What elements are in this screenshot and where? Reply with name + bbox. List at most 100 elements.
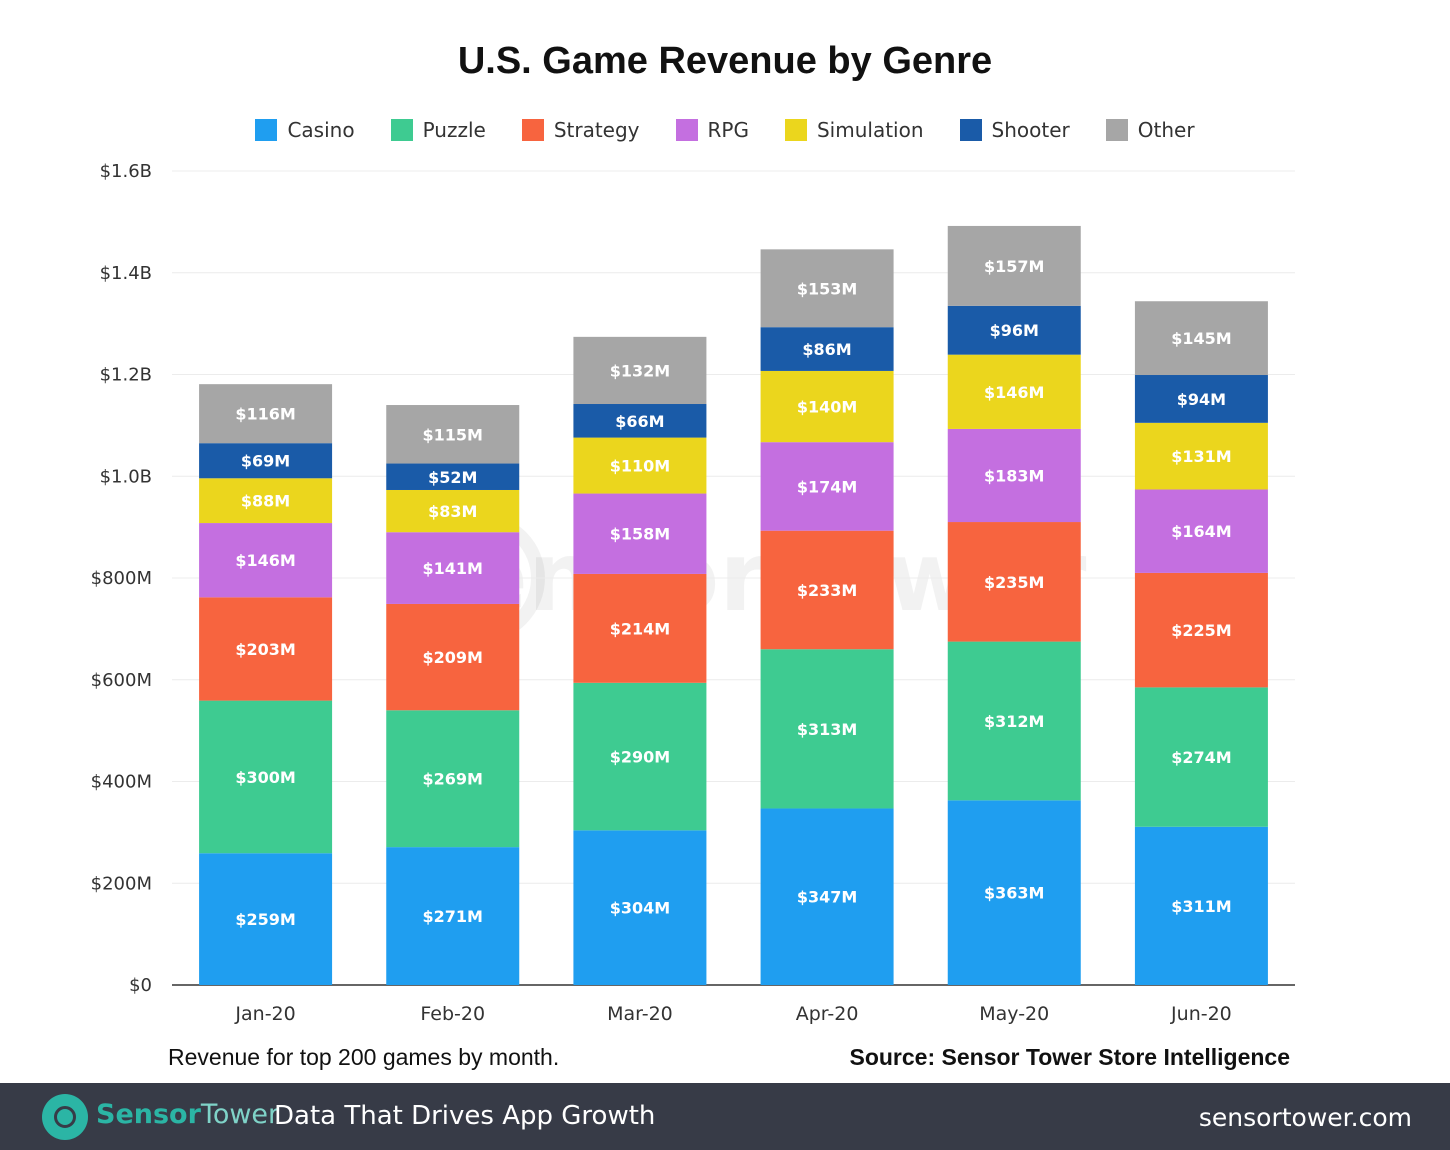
bar-segment-puzzle — [947, 641, 1081, 801]
bar-segment-casino — [1134, 826, 1268, 985]
bar-segment-casino — [573, 830, 707, 985]
data-label: $158M — [610, 525, 670, 544]
legend-swatch — [521, 119, 544, 141]
footer-website-link[interactable]: sensortower.com — [1198, 1103, 1412, 1132]
data-label: $290M — [610, 748, 670, 767]
bar-segment-shooter — [947, 305, 1081, 355]
bar-segment-other — [199, 384, 333, 444]
x-tick-label: Mar-20 — [607, 1003, 673, 1025]
data-label: $52M — [428, 468, 477, 487]
x-tick-label: Jan-20 — [234, 1003, 295, 1025]
data-label: $157M — [984, 257, 1044, 276]
bar-segment-simulation — [760, 370, 894, 443]
legend-item-casino[interactable]: Casino — [255, 118, 355, 142]
legend-label: Shooter — [991, 118, 1070, 142]
data-label: $94M — [1177, 390, 1226, 409]
bar-segment-shooter — [199, 443, 333, 479]
bar-segment-rpg — [1134, 489, 1268, 573]
bar-segment-simulation — [199, 478, 333, 524]
data-label: $146M — [984, 383, 1044, 402]
bar-segment-shooter — [1134, 375, 1268, 423]
data-label: $304M — [610, 899, 670, 918]
legend-label: RPG — [707, 118, 749, 142]
y-tick-label: $1.6B — [100, 161, 152, 182]
legend-swatch — [959, 119, 982, 141]
data-label: $69M — [241, 452, 290, 471]
data-label: $209M — [423, 648, 483, 667]
legend-item-simulation[interactable]: Simulation — [784, 118, 924, 142]
bar-segment-other — [1134, 301, 1268, 376]
bar-segment-shooter — [386, 463, 520, 490]
legend-swatch — [1105, 119, 1128, 141]
legend-item-strategy[interactable]: Strategy — [521, 118, 640, 142]
legend-label: Puzzle — [422, 118, 486, 142]
data-label: $300M — [235, 768, 295, 787]
bar-segment-puzzle — [1134, 687, 1268, 827]
data-label: $347M — [797, 888, 857, 907]
data-label: $145M — [1171, 329, 1231, 348]
data-label: $83M — [428, 502, 477, 521]
legend-swatch — [675, 119, 698, 141]
sensor-tower-logo-icon — [42, 1094, 88, 1140]
data-label: $259M — [235, 910, 295, 929]
bar-segment-strategy — [760, 530, 894, 650]
y-tick-label: $1.4B — [100, 263, 152, 284]
data-label: $115M — [423, 425, 483, 444]
y-tick-label: $400M — [91, 772, 152, 793]
y-tick-label: $200M — [91, 873, 152, 894]
data-label: $225M — [1171, 621, 1231, 640]
data-label: $164M — [1171, 522, 1231, 541]
data-label: $233M — [797, 581, 857, 600]
data-label: $88M — [241, 492, 290, 511]
bar-segment-other — [760, 249, 894, 328]
data-label: $312M — [984, 712, 1044, 731]
legend: Casino Puzzle Strategy RPG Simulation Shooter… — [0, 118, 1450, 142]
legend-label: Strategy — [553, 118, 640, 142]
bar-segment-strategy — [573, 573, 707, 683]
legend-item-puzzle[interactable]: Puzzle — [390, 118, 486, 142]
legend-label: Other — [1137, 118, 1195, 142]
brand-part2: Tower — [200, 1099, 280, 1130]
x-tick-label: Feb-20 — [420, 1003, 485, 1025]
bar-segment-rpg — [386, 532, 520, 604]
legend-item-other[interactable]: Other — [1105, 118, 1195, 142]
chart-plot: SensorTower$0$200M$400M$600M$800M$1.0B$1… — [91, 161, 1295, 1025]
legend-label: Simulation — [816, 118, 924, 142]
y-tick-label: $800M — [91, 568, 152, 589]
bar-segment-strategy — [386, 603, 520, 711]
bar-segment-other — [573, 336, 707, 405]
bar-segment-shooter — [573, 404, 707, 438]
bar-segment-rpg — [573, 493, 707, 574]
y-tick-label: $600M — [91, 670, 152, 691]
bar-segment-puzzle — [199, 700, 333, 854]
data-label: $132M — [610, 361, 670, 380]
data-label: $110M — [610, 457, 670, 476]
legend-item-rpg[interactable]: RPG — [675, 118, 749, 142]
brand-part1: Sensor — [96, 1099, 201, 1130]
bar-segment-casino — [947, 800, 1081, 985]
data-label: $313M — [797, 720, 857, 739]
bar-segment-shooter — [760, 327, 894, 371]
x-tick-label: Jun-20 — [1170, 1003, 1232, 1025]
footer-bar: SensorTower Data That Drives App Growth … — [0, 1083, 1450, 1150]
data-label: $140M — [797, 398, 857, 417]
bar-segment-other — [386, 405, 520, 464]
bar-segment-casino — [386, 847, 520, 985]
bar-segment-puzzle — [573, 682, 707, 831]
chart-source: Source: Sensor Tower Store Intelligence — [849, 1044, 1290, 1070]
data-label: $203M — [235, 640, 295, 659]
brand-logo-text: SensorTower — [96, 1099, 279, 1130]
bar-segment-rpg — [199, 523, 333, 598]
data-label: $153M — [797, 279, 857, 298]
data-label: $183M — [984, 466, 1044, 485]
legend-swatch — [390, 119, 413, 141]
data-label: $235M — [984, 573, 1044, 592]
data-label: $96M — [990, 321, 1039, 340]
bar-segment-simulation — [386, 489, 520, 533]
legend-item-shooter[interactable]: Shooter — [959, 118, 1070, 142]
bar-segment-strategy — [199, 597, 333, 701]
bar-segment-simulation — [947, 354, 1081, 429]
data-label: $86M — [802, 340, 851, 359]
y-tick-label: $1.0B — [100, 466, 152, 487]
data-label: $66M — [615, 412, 664, 431]
